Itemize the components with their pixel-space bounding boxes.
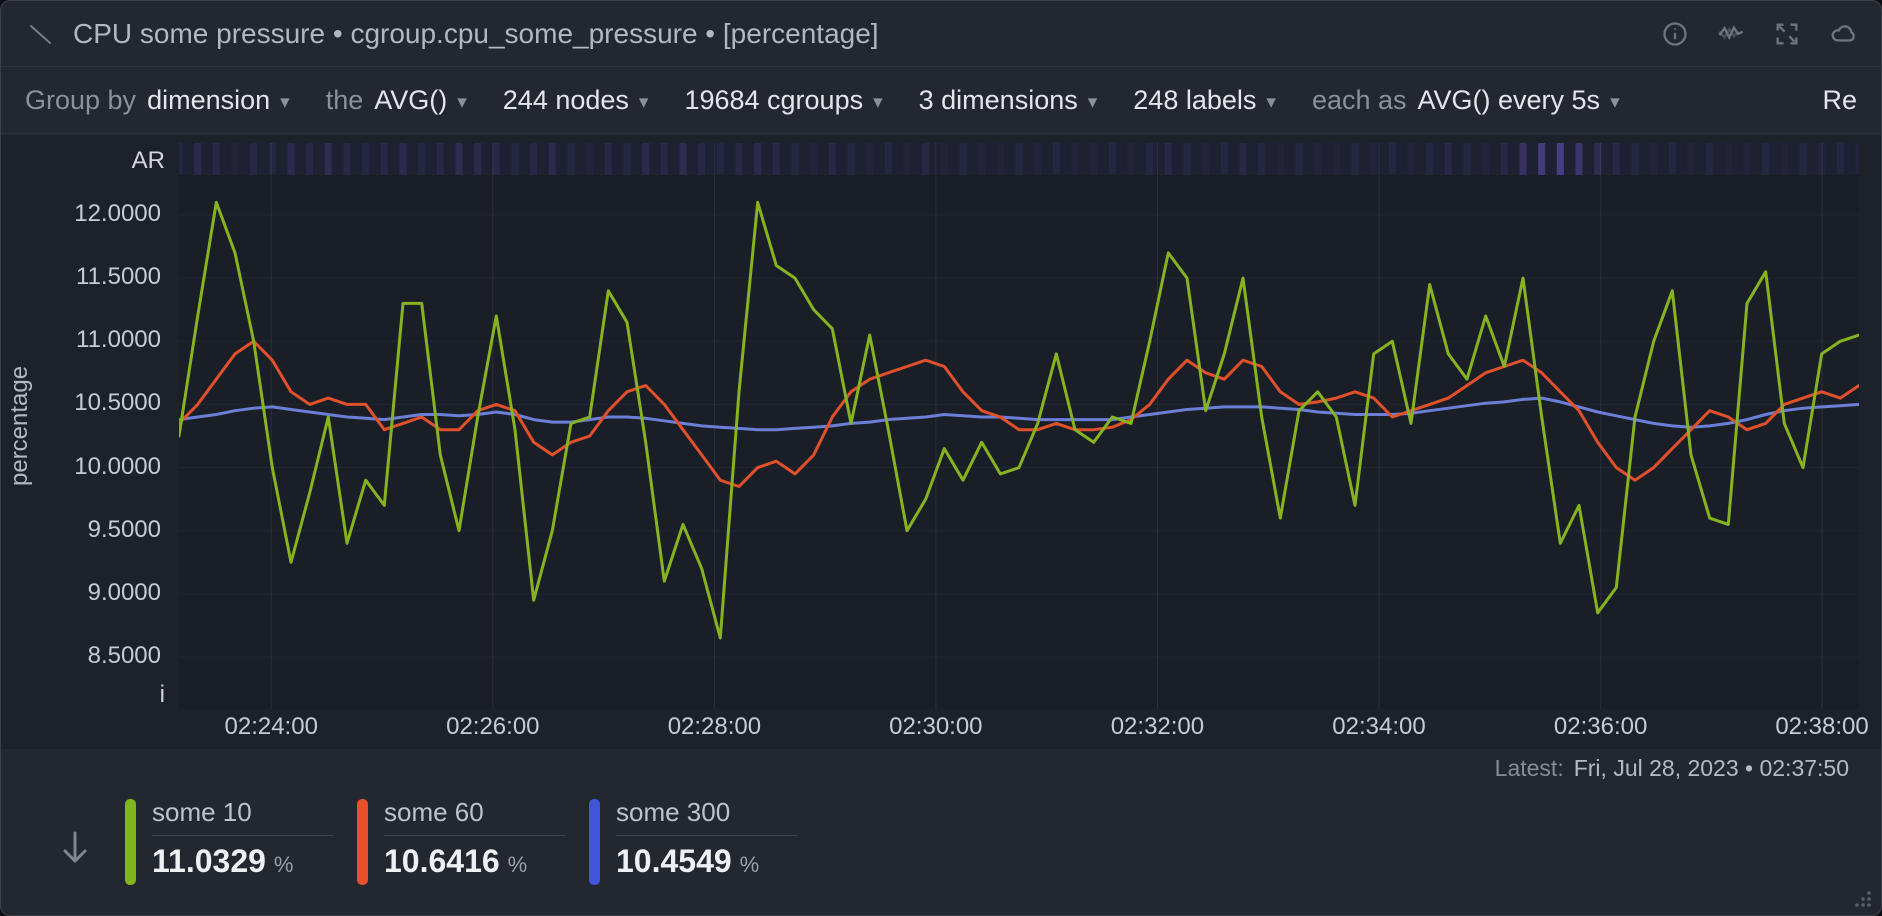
legend-dimension-name: some 300 (616, 797, 797, 836)
legend-color-bar (589, 799, 600, 885)
latest-value: Fri, Jul 28, 2023 • 02:37:50 (1573, 755, 1849, 781)
collapse-legend-button[interactable] (55, 825, 95, 873)
legend-item-some-10[interactable]: some 10 11.0329% (125, 797, 357, 885)
anomalies-icon[interactable] (1717, 20, 1745, 48)
chart-header: CPU some pressure • cgroup.cpu_some_pres… (1, 1, 1881, 67)
y-axis-tick-label: 12.0000 (74, 200, 161, 227)
legend-dimension-unit: % (507, 852, 528, 877)
x-axis-tick-label: 02:34:00 (1332, 713, 1426, 740)
legend-color-bar (357, 799, 368, 885)
toolbar-item-value: dimension (147, 85, 271, 115)
legend-dimension-name: some 60 (384, 797, 565, 836)
y-axis-tick-label: 10.0000 (74, 452, 161, 480)
page-title: CPU some pressure • cgroup.cpu_some_pres… (73, 17, 879, 49)
toolbar-item-avg-every-5s[interactable]: each as AVG() every 5s ▾ (1312, 85, 1620, 116)
latest-label: Latest: (1494, 755, 1564, 781)
x-axis-tick-label: 02:30:00 (889, 713, 983, 740)
series-line-some-10 (177, 200, 1861, 640)
legend-dimension-unit: % (273, 852, 294, 877)
toolbar-item-value: 19684 cgroups (684, 85, 864, 115)
toolbar-item-avg[interactable]: the AVG() ▾ (326, 85, 467, 116)
x-axis-tick-label: 02:26:00 (446, 713, 540, 740)
legend-text: some 10 11.0329% (152, 797, 357, 885)
y-axis-tick-label: 9.5000 (87, 515, 161, 543)
legend-dimension-value: 10.4549 (616, 843, 732, 879)
chevron-down-icon: ▾ (873, 92, 883, 113)
fullscreen-icon[interactable] (1773, 20, 1801, 48)
toolbar-item-value: AVG() every 5s (1417, 85, 1601, 115)
legend-value-row: 10.6416% (384, 843, 565, 880)
legend-item-some-300[interactable]: some 300 10.4549% (589, 797, 821, 885)
toolbar-item-value: 3 dimensions (918, 85, 1078, 115)
resize-handle[interactable] (1851, 887, 1873, 909)
legend-text: some 300 10.4549% (616, 797, 821, 885)
x-axis-tick-label: 02:24:00 (224, 713, 318, 740)
chevron-down-icon: ▾ (1610, 92, 1620, 113)
y-axis-tick-label: 8.5000 (87, 641, 161, 669)
series-line-some-300 (177, 396, 1861, 432)
legend-item-some-60[interactable]: some 60 10.6416% (357, 797, 589, 885)
legend-items: some 10 11.0329% some 60 10.6416% some 300 10… (125, 797, 821, 885)
toolbar-item-value: Re (1822, 85, 1857, 115)
chevron-down-icon: ▾ (280, 92, 290, 113)
line-chart-type-icon[interactable] (25, 19, 55, 49)
legend-dimension-name: some 10 (152, 797, 333, 836)
y-axis-tick-label: 11.5000 (76, 263, 161, 291)
toolbar-item-value: AVG() (374, 85, 448, 115)
legend-dimension-unit: % (739, 852, 760, 877)
chart-plot-area[interactable] (175, 143, 1863, 709)
chevron-down-icon: ▾ (1087, 92, 1098, 113)
x-axis-tick-label: 02:36:00 (1553, 713, 1648, 740)
latest-timestamp: Latest: Fri, Jul 28, 2023 • 02:37:50 (1495, 755, 1849, 782)
x-axis-tick-label: 02:38:00 (1775, 713, 1869, 740)
legend-value-row: 11.0329% (152, 843, 333, 880)
y-axis-ticks: 12.0000 11.5000 11.0000 10.5000 10.0000 9.500… (1, 143, 171, 709)
toolbar-item-244-nodes[interactable]: 244 nodes ▾ (503, 85, 649, 116)
toolbar-item-19684-cgroups[interactable]: 19684 cgroups ▾ (684, 85, 882, 116)
x-axis-tick-label: 02:32:00 (1110, 713, 1205, 740)
legend-value-row: 10.4549% (616, 843, 797, 880)
y-axis-tick-label: 10.5000 (74, 389, 161, 417)
legend-color-bar (125, 799, 136, 885)
toolbar-item-prefix: the (325, 85, 364, 115)
legend-text: some 60 10.6416% (384, 797, 589, 885)
legend-dimension-value: 10.6416 (384, 843, 500, 879)
toolbar-item-prefix: each as (1311, 85, 1407, 115)
chart-region: percentage AR i 12.0000 11.5000 11.0000 10.… (1, 135, 1881, 749)
toolbar-item-248-labels[interactable]: 248 labels ▾ (1133, 85, 1276, 116)
series-line-some-60 (177, 339, 1861, 488)
toolbar-item-3-dimensions[interactable]: 3 dimensions ▾ (919, 85, 1098, 116)
y-axis-tick-label: 11.0000 (76, 326, 161, 354)
legend-dimension-value: 11.0329 (152, 843, 266, 879)
chevron-down-icon: ▾ (638, 92, 649, 113)
toolbar-item-prefix: Group by (25, 85, 137, 115)
chevron-down-icon: ▾ (457, 92, 467, 113)
header-icons (1661, 20, 1857, 48)
toolbar-item-value: 248 labels (1133, 85, 1257, 115)
anomaly-rate-ribbon-label: AR (131, 147, 165, 174)
info-icon[interactable] (1661, 20, 1689, 48)
x-axis-tick-label: 02:28:00 (667, 713, 762, 740)
info-ribbon-label: i (159, 681, 165, 708)
toolbar-item-dimension[interactable]: Group by dimension ▾ (25, 85, 290, 116)
toolbar-item-re[interactable]: Re (1822, 85, 1857, 116)
toolbar-item-value: 244 nodes (502, 85, 629, 115)
chevron-down-icon: ▾ (1266, 92, 1276, 113)
toolbar: Group by dimension ▾ the AVG() ▾ 244 nodes ▾ 196… (1, 68, 1881, 134)
x-axis-ticks: 02:24:00 02:26:00 02:28:00 02:30:00 02:32:00… (1, 713, 1881, 747)
cloud-icon[interactable] (1829, 20, 1857, 48)
y-axis-tick-label: 9.0000 (87, 578, 161, 606)
chart-plot-svg[interactable] (175, 143, 1863, 709)
